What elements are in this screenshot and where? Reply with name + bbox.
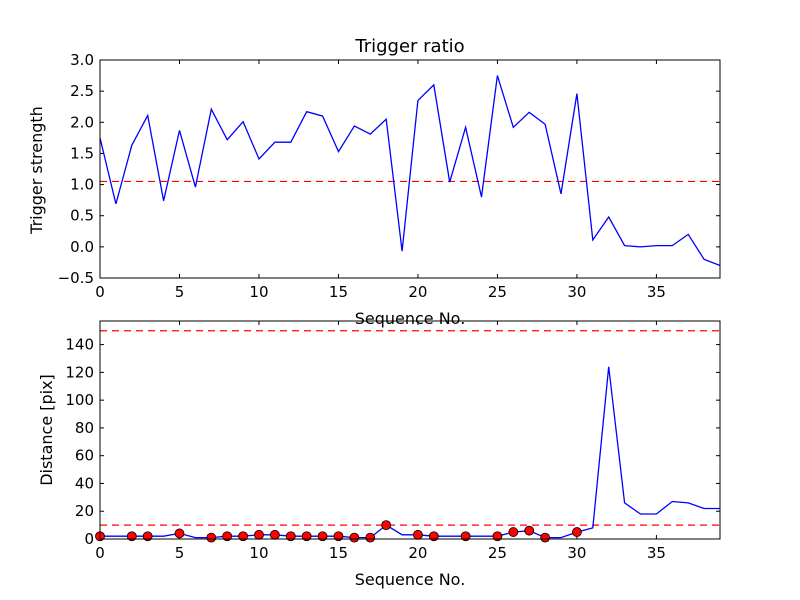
distance-ytick-label: 40 [75,474,94,492]
trigger-ratio-xtick-label: 15 [329,283,348,301]
trigger-ratio-series [99,75,721,267]
distance-xtick-label: 5 [175,544,185,562]
distance-point [126,531,137,542]
distance-point [508,527,519,537]
trigger-ratio-xtick-label: 30 [567,283,586,301]
distance-point [222,531,233,542]
distance-xtick-label: 15 [329,544,348,562]
distance-xtick-label: 0 [95,544,105,562]
distance-point [524,525,535,536]
distance-point [174,528,185,539]
trigger-ratio-series-line [99,75,721,267]
distance-xtick-label: 25 [488,544,507,562]
trigger-ratio-xtick-label: 20 [408,283,427,301]
distance-point [238,531,248,542]
distance-xtick-label: 30 [567,544,586,562]
distance-ytick-label: 120 [65,363,94,381]
trigger-ratio-xtick-label: 25 [488,283,507,301]
trigger-ratio-ytick-label: −0.5 [58,269,94,287]
trigger-ratio-xtick-label: 5 [175,283,185,301]
trigger-ratio-title: Trigger ratio [354,36,464,57]
trigger-ratio-xtick-label: 0 [95,283,105,301]
distance-ticks: 0 5 10 15 20 25 30 35 0 20 40 60 80 100 120 140 [65,321,720,562]
trigger-ratio-ytick-label: 2.5 [70,82,94,100]
trigger-ratio-frame [99,59,721,279]
distance-point [254,529,264,540]
trigger-ratio-ytick-label: 0.0 [70,238,94,256]
trigger-ratio-xlabel: Sequence No. [355,309,466,328]
distance-point [540,532,551,543]
distance-point [333,531,344,542]
distance-point [301,531,312,542]
trigger-ratio-xtick-label: 35 [647,283,666,301]
distance-ytick-label: 60 [75,447,94,465]
distance-point [349,532,360,543]
distance-point [285,531,296,542]
distance-point [413,529,423,540]
distance-plot: Distance [pix] Sequence No. 0 5 10 15 20 25 30… [37,320,721,589]
distance-ytick-label: 80 [75,419,94,437]
distance-point [206,532,217,543]
trigger-ratio-ytick-label: 0.5 [70,207,94,225]
distance-xtick-label: 35 [647,544,666,562]
distance-point [365,532,376,543]
distance-point [572,527,582,537]
distance-ytick-label: 20 [75,502,94,520]
trigger-ratio-ytick-label: 1.0 [70,176,94,194]
distance-ytick-label: 0 [84,530,94,548]
distance-xlabel: Sequence No. [355,570,466,589]
trigger-ratio-ytick-label: 1.5 [70,144,94,162]
trigger-ratio-xtick-label: 10 [249,283,268,301]
distance-point [381,520,392,531]
trigger-ratio-ytick-label: 3.0 [70,51,94,69]
distance-ytick-label: 140 [65,336,94,354]
distance-series [95,330,720,543]
trigger-ratio-plot: Trigger ratio Trigger strength Sequence … [27,36,721,328]
distance-point [460,531,471,542]
distance-point [492,531,503,542]
distance-ytick-label: 100 [65,391,94,409]
distance-point [428,531,439,542]
trigger-ratio-ylabel: Trigger strength [27,106,46,235]
distance-point [317,531,328,542]
distance-point [269,529,280,540]
distance-ylabel: Distance [pix] [37,374,56,486]
trigger-ratio-ticks: 0 5 10 15 20 25 30 35 −0.5 0.0 0.5 1.0 1.5 2.0 2.5 3.0 [58,51,720,301]
distance-frame [99,320,721,540]
trigger-ratio-ytick-label: 2.0 [70,113,94,131]
distance-xtick-label: 20 [408,544,427,562]
distance-series-line [100,366,720,539]
distance-point [142,531,153,542]
distance-xtick-label: 10 [249,544,268,562]
